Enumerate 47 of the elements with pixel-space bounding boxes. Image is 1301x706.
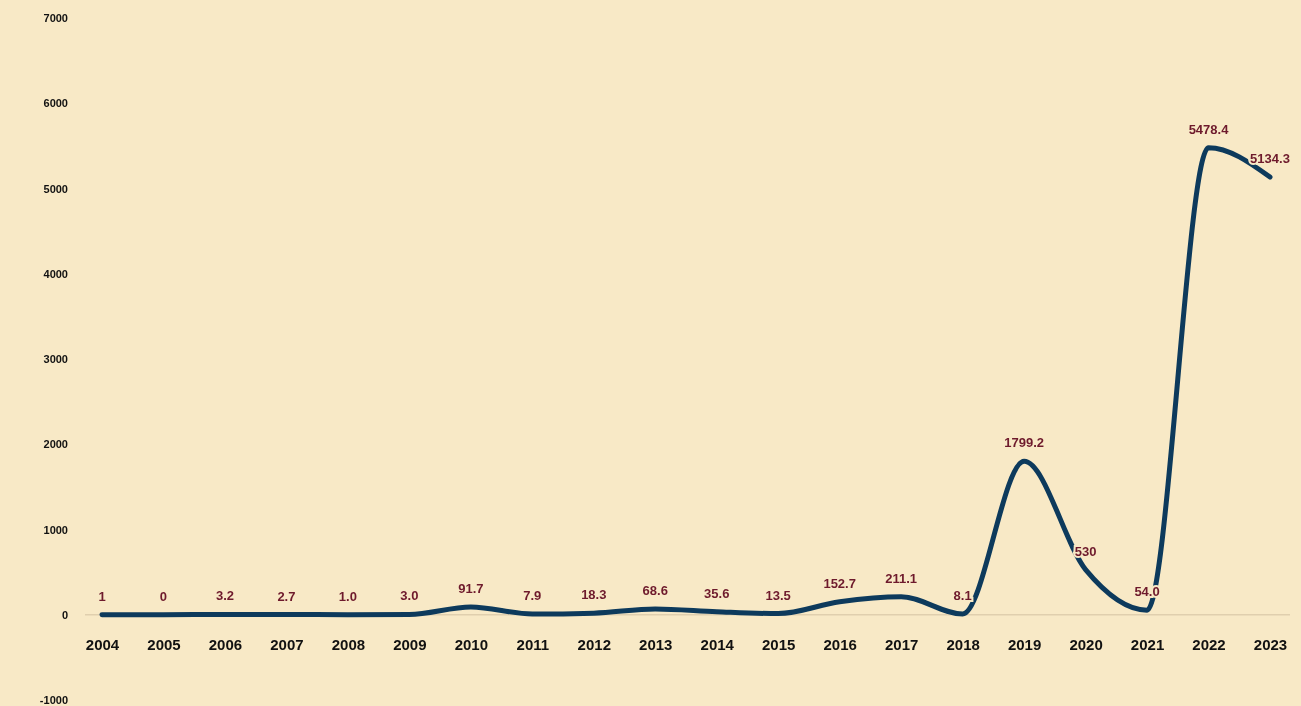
y-tick-label: 4000 — [43, 267, 68, 280]
x-tick-label: 2016 — [823, 636, 857, 654]
data-label: 0 — [159, 588, 168, 604]
data-label: 8.1 — [953, 588, 972, 604]
data-label: 5478.4 — [1188, 121, 1230, 137]
x-tick-label: 2021 — [1130, 636, 1165, 654]
data-label: 3.0 — [400, 588, 419, 604]
y-tick-label: 6000 — [43, 97, 68, 110]
data-label: 91.7 — [458, 580, 484, 596]
x-tick-label: 2011 — [516, 636, 550, 654]
data-label: 211.1 — [885, 570, 918, 586]
x-tick-label: 2015 — [762, 636, 796, 654]
data-label: 5134.3 — [1250, 151, 1290, 167]
data-label: 1799.2 — [1004, 435, 1044, 451]
x-tick-label: 2010 — [454, 636, 489, 654]
data-label: 3.2 — [215, 588, 234, 604]
y-tick-label: 3000 — [43, 353, 68, 366]
x-tick-label: 2006 — [208, 636, 243, 654]
data-label: 13.5 — [765, 587, 791, 603]
x-tick-label: 2005 — [147, 636, 181, 654]
x-tick-label: 2023 — [1253, 636, 1288, 654]
y-tick-label: 0 — [61, 608, 68, 621]
y-tick-label: 1000 — [43, 523, 68, 536]
x-tick-label: 2019 — [1007, 636, 1042, 654]
x-tick-label: 2020 — [1069, 636, 1103, 654]
x-tick-label: 2013 — [639, 636, 673, 654]
data-label: 1.0 — [338, 588, 357, 604]
data-label: 1 — [98, 588, 106, 604]
x-tick-label: 2014 — [700, 636, 735, 654]
y-tick-label: 5000 — [43, 182, 68, 195]
x-tick-label: 2008 — [331, 636, 366, 654]
data-label: 68.6 — [642, 582, 668, 598]
x-tick-label: 2012 — [577, 636, 611, 654]
data-label: 2.7 — [277, 588, 296, 604]
data-label: 18.3 — [581, 587, 607, 603]
data-label: 35.6 — [704, 585, 730, 601]
x-tick-label: 2018 — [946, 636, 980, 654]
y-tick-label: -1000 — [39, 694, 68, 706]
x-tick-label: 2007 — [270, 636, 304, 654]
y-tick-label: 7000 — [43, 12, 68, 25]
x-tick-label: 2017 — [884, 636, 919, 654]
x-tick-label: 2022 — [1192, 636, 1226, 654]
data-label: 7.9 — [523, 588, 542, 604]
y-tick-label: 2000 — [43, 438, 68, 451]
x-tick-label: 2009 — [393, 636, 427, 654]
x-tick-label: 2004 — [85, 636, 120, 654]
data-label: 152.7 — [823, 575, 856, 591]
